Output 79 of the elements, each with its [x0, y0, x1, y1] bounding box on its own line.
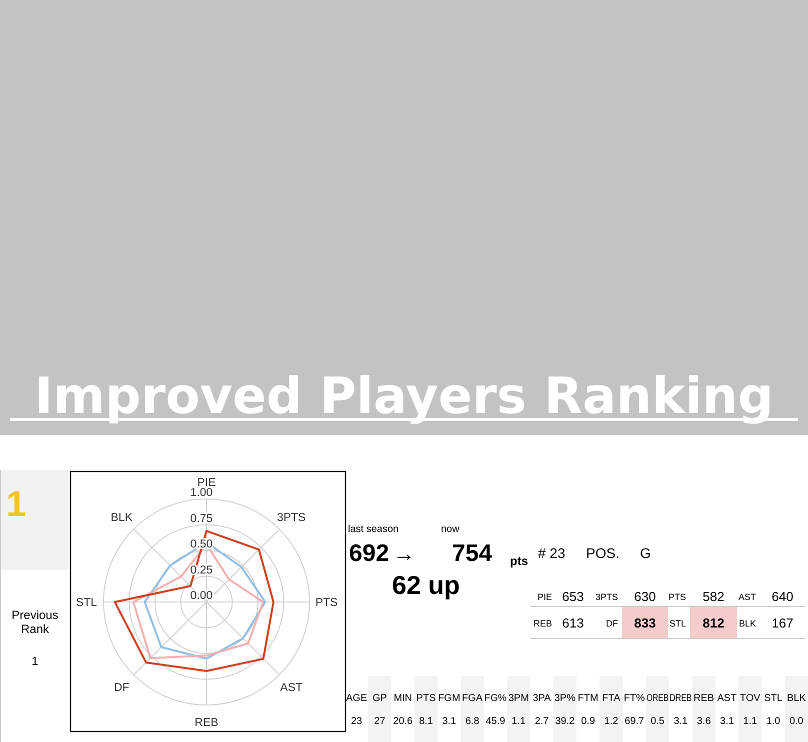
spoke-label: BLK — [110, 512, 133, 524]
text: G — [640, 545, 651, 561]
text: 692 — [349, 540, 390, 567]
category-label: PIE — [537, 592, 552, 602]
category-label: STL — [669, 618, 686, 628]
data-label: 8.1 — [419, 716, 434, 727]
data-label: 0.5 — [650, 716, 665, 727]
text: last season — [348, 524, 399, 535]
y-tick-label: 0.75 — [190, 512, 213, 525]
data-label: 1.1 — [512, 716, 526, 727]
data-label: 3.1 — [674, 716, 688, 727]
text: 754 — [452, 540, 493, 567]
category-label: FG% — [484, 693, 508, 704]
text: Previous Rank — [12, 608, 58, 636]
spoke-label: DF — [114, 682, 130, 694]
data-label: 27 — [374, 716, 386, 727]
data-label: 3.1 — [720, 716, 734, 727]
spoke-label: 3PTS — [276, 512, 306, 524]
data-label: 653 — [562, 589, 584, 604]
category-label: FT% — [624, 693, 646, 704]
spoke-label: PTS — [315, 597, 338, 609]
text: 1 — [6, 483, 26, 524]
category-label: 3PA — [532, 693, 552, 704]
category-label: 3PM — [508, 693, 529, 704]
text: POS. — [586, 545, 620, 561]
data-label: 1.0 — [766, 716, 781, 727]
text: Improved Players Ranking — [34, 367, 774, 425]
category-label: 3PTS — [595, 592, 618, 602]
text: now — [441, 524, 460, 535]
data-label: 167 — [772, 616, 794, 630]
data-label: 582 — [702, 589, 724, 604]
category-label: REB — [533, 618, 552, 628]
category-label: GP — [372, 693, 388, 704]
category-label: PTS — [668, 592, 686, 602]
data-label: 3.1 — [442, 716, 457, 727]
category-label: FGM — [438, 693, 460, 704]
category-label: DF — [606, 618, 618, 628]
data-label: 1.1 — [743, 716, 758, 727]
category-label: FTM — [578, 693, 598, 704]
spoke-label: PIE — [197, 477, 216, 489]
y-tick-label: 0.00 — [190, 590, 213, 602]
category-label: FGA — [462, 693, 483, 704]
data-label: 0.0 — [789, 716, 804, 727]
category-label: AGE — [346, 693, 368, 704]
category-label: STL — [764, 693, 783, 704]
text: → — [393, 541, 415, 566]
category-label: MIN — [394, 693, 412, 704]
text: pts — [510, 554, 528, 568]
data-label: 3.6 — [696, 716, 712, 727]
data-label: 2.7 — [534, 716, 550, 727]
text: 62 up — [392, 570, 460, 600]
category-label: BLK — [738, 618, 756, 628]
data-label: 1.2 — [604, 716, 619, 727]
data-label: 833 — [634, 616, 656, 630]
data-label: 20.6 — [393, 716, 414, 727]
data-label: 23 — [351, 716, 363, 727]
spoke-label: REB — [194, 717, 219, 729]
category-label: PTS — [416, 693, 436, 704]
category-label: AST — [717, 693, 737, 704]
text: 1 — [32, 654, 39, 668]
data-label: 630 — [634, 589, 656, 604]
category-label: REB — [694, 693, 714, 704]
category-label: FTA — [602, 693, 621, 704]
spoke-label: AST — [280, 682, 303, 694]
y-tick-label: 1.00 — [190, 487, 213, 499]
data-label: 0.9 — [581, 716, 596, 727]
data-label: 6.8 — [465, 716, 480, 727]
spoke-label: STL — [76, 597, 98, 609]
category-label: 3P% — [554, 693, 576, 704]
data-label: 39.2 — [555, 716, 576, 727]
data-label: 69.7 — [624, 716, 645, 727]
category-label: BLK — [786, 693, 806, 704]
text: # 23 — [538, 545, 566, 561]
data-label: 812 — [702, 616, 724, 630]
category-label: TOV — [740, 693, 761, 704]
data-label: 640 — [772, 589, 794, 604]
category-label: AST — [738, 592, 756, 602]
data-label: 45.9 — [486, 716, 506, 727]
data-label: 613 — [562, 616, 584, 630]
